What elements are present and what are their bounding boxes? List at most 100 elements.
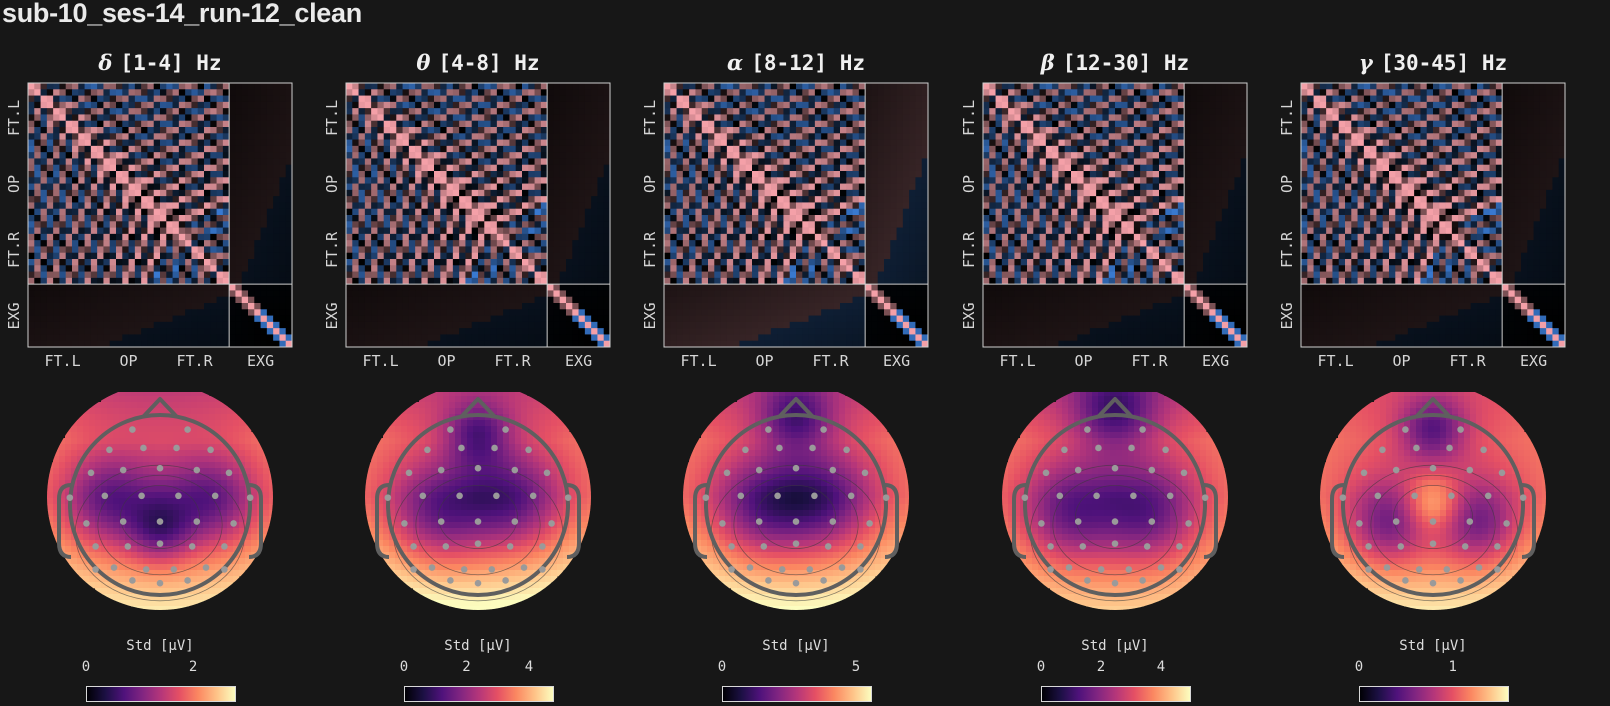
matrix-cell	[285, 183, 293, 191]
matrix-cell	[534, 139, 542, 147]
topomap-pixel	[437, 432, 444, 439]
topomap-pixel	[197, 408, 204, 415]
topomap-pixel	[209, 426, 216, 433]
topomap-pixel	[191, 474, 198, 481]
matrix-cell	[547, 208, 554, 216]
matrix-cell	[97, 303, 104, 310]
matrix-cell	[396, 145, 403, 153]
matrix-cell	[465, 108, 473, 115]
matrix-cell	[40, 171, 48, 178]
matrix-cell	[241, 164, 249, 172]
matrix-cell	[421, 127, 429, 134]
matrix-cell	[204, 89, 211, 96]
matrix-cell	[578, 95, 586, 103]
matrix-cell	[241, 196, 249, 203]
matrix-cell	[122, 152, 129, 159]
matrix-cell	[197, 340, 205, 348]
matrix-cell	[185, 246, 192, 254]
matrix-cell	[446, 89, 454, 96]
topomap-pixel	[137, 534, 144, 541]
matrix-cell	[346, 296, 353, 304]
matrix-cell	[141, 340, 148, 348]
topomap-pixel	[179, 552, 186, 559]
matrix-cell	[446, 259, 454, 266]
matrix-cell	[266, 221, 274, 228]
matrix-cell	[572, 215, 579, 222]
topomap-pixel	[65, 468, 72, 475]
matrix-cell	[553, 290, 561, 298]
matrix-cell	[273, 227, 280, 235]
matrix-cell	[178, 89, 186, 96]
topomap-pixel	[77, 516, 84, 523]
matrix-cell	[509, 265, 517, 272]
topomap-pixel	[437, 392, 444, 397]
matrix-cell	[279, 284, 287, 291]
topomap-pixel	[47, 516, 54, 523]
topomap-pixel	[77, 414, 84, 421]
matrix-cell	[484, 296, 491, 304]
matrix-cell	[279, 133, 287, 140]
matrix-cell	[204, 95, 211, 103]
topomap-pixel	[173, 522, 180, 529]
matrix-cell	[248, 101, 255, 109]
topomap-pixel	[119, 480, 126, 487]
topomap-pixel	[149, 450, 156, 457]
topomap-pixel	[185, 516, 192, 523]
topomap-pixel	[161, 540, 168, 547]
topomap-pixel	[89, 486, 96, 493]
matrix-cell	[440, 164, 447, 172]
matrix-cell	[415, 271, 422, 279]
matrix-cell	[279, 303, 287, 310]
matrix-cell	[377, 208, 385, 216]
matrix-cell	[216, 252, 224, 260]
topomap-pixel	[233, 516, 240, 523]
matrix-cell	[522, 158, 529, 166]
matrix-cell	[28, 202, 35, 210]
matrix-cell	[65, 139, 73, 147]
matrix-cell	[59, 296, 67, 304]
matrix-cell	[34, 284, 41, 291]
matrix-cell	[254, 240, 261, 247]
topomap-pixel	[197, 534, 204, 541]
topomap-pixel	[113, 486, 120, 493]
matrix-cell	[503, 309, 510, 316]
matrix-cell	[559, 334, 567, 342]
matrix-cell	[578, 183, 586, 191]
topomap-pixel	[167, 552, 174, 559]
matrix-cell	[408, 171, 416, 178]
matrix-cell	[509, 321, 517, 329]
topomap-pixel	[65, 426, 72, 433]
topomap-pixel	[419, 426, 426, 433]
matrix-cell	[90, 315, 98, 323]
topomap-pixel	[431, 408, 438, 415]
matrix-cell	[547, 139, 554, 147]
matrix-cell	[408, 108, 416, 115]
matrix-cell	[204, 189, 211, 197]
matrix-cell	[84, 334, 92, 342]
topomap-pixel	[203, 396, 210, 403]
matrix-cell	[421, 196, 429, 203]
matrix-cell	[584, 133, 592, 140]
topomap-pixel	[551, 408, 558, 415]
matrix-cell	[358, 328, 366, 335]
matrix-cell	[103, 202, 111, 210]
topomap-pixel	[449, 420, 456, 427]
matrix-cell	[204, 290, 211, 298]
matrix-cell	[578, 189, 586, 197]
matrix-cell	[210, 164, 217, 172]
matrix-cell	[421, 152, 429, 159]
matrix-cell	[553, 183, 561, 191]
matrix-cell	[364, 139, 372, 147]
matrix-cell	[484, 334, 491, 342]
matrix-cell	[377, 108, 385, 115]
topomap-pixel	[95, 456, 102, 463]
matrix-cell	[484, 309, 491, 316]
matrix-cell	[97, 89, 104, 96]
matrix-cell	[490, 189, 498, 197]
matrix-cell	[122, 196, 129, 203]
topomap-pixel	[101, 474, 108, 481]
matrix-cell	[427, 233, 435, 241]
topomap-pixel	[71, 510, 78, 517]
matrix-cell	[415, 189, 422, 197]
matrix-cell	[204, 108, 211, 115]
